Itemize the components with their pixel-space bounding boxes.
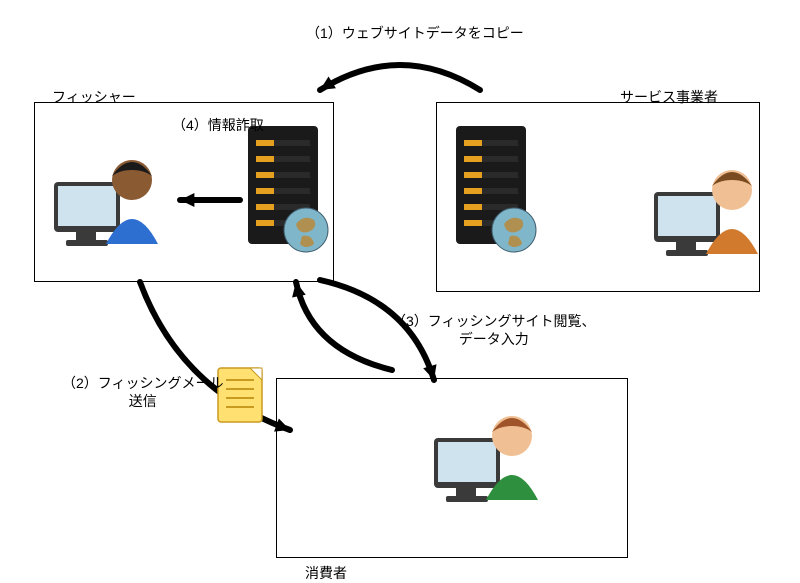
phisher-icon [54,160,158,246]
step4-label: （4）情報詐取 [172,116,264,134]
step1-label: （1）ウェブサイトデータをコピー [306,24,524,42]
diagram-canvas: フィッシャー サービス事業者 消費者 （1）ウェブサイトデータをコピー （2）フ… [0,0,800,583]
provider-icon [654,170,758,256]
consumer-title: 消費者 [305,564,347,582]
provider-title: サービス事業者 [620,88,718,106]
phisher-server-icon [248,126,328,252]
step2-label: （2）フィッシングメール 送信 [62,374,224,410]
consumer-icon [434,416,538,502]
step3-label: （3）フィッシングサイト閲覧、 データ入力 [392,312,596,348]
provider-server-icon [456,126,536,252]
mail-icon [218,368,262,422]
phisher-title: フィッシャー [52,88,136,106]
